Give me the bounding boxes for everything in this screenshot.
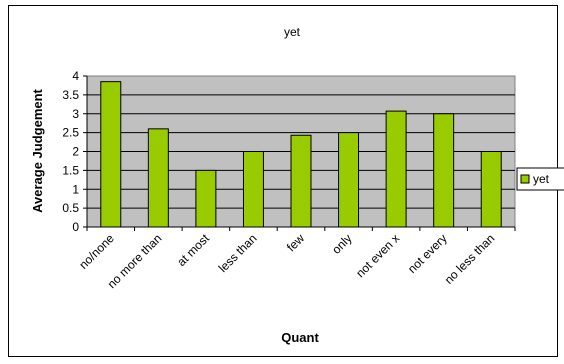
x-tick-label: less than <box>216 231 260 275</box>
legend: yet <box>516 167 564 191</box>
x-tick-label: not even x <box>353 231 402 280</box>
x-tick-label: few <box>284 231 307 254</box>
x-tick-label: no less than <box>442 231 498 287</box>
x-axis-title: Quant <box>281 330 319 345</box>
bar-8 <box>433 113 455 228</box>
bars <box>100 81 502 228</box>
y-tick-label: 1.5 <box>62 163 79 177</box>
bar-5 <box>290 134 312 228</box>
bar-4 <box>242 151 264 228</box>
y-axis: 0 0.5 1 1.5 2 2.5 3 3.5 4 <box>62 69 88 234</box>
bar-9 <box>480 151 502 228</box>
y-axis-title: Average Judgement <box>30 88 45 212</box>
legend-swatch <box>520 174 530 184</box>
x-tick-label: not every <box>405 231 450 276</box>
x-tick-label: only <box>329 231 354 256</box>
bar-2 <box>147 128 169 228</box>
y-tick-label: 0.5 <box>62 201 79 215</box>
y-tick-label: 3 <box>72 107 79 121</box>
legend-box <box>516 167 564 191</box>
y-tick-label: 4 <box>72 69 79 83</box>
y-tick-label: 1 <box>72 182 79 196</box>
bar-3 <box>195 169 217 228</box>
y-tick-label: 2.5 <box>62 126 79 140</box>
x-tick-label: no/none <box>76 231 117 272</box>
y-tick-label: 2 <box>72 145 79 159</box>
bar-1 <box>100 81 122 228</box>
bar-6 <box>338 132 360 228</box>
x-tick-label: at most <box>174 231 212 269</box>
chart-title: yet <box>284 25 301 39</box>
y-tick-label: 0 <box>72 220 79 234</box>
legend-label-yet: yet <box>533 172 550 186</box>
y-tick-label: 3.5 <box>62 88 79 102</box>
bar-7 <box>385 110 407 228</box>
